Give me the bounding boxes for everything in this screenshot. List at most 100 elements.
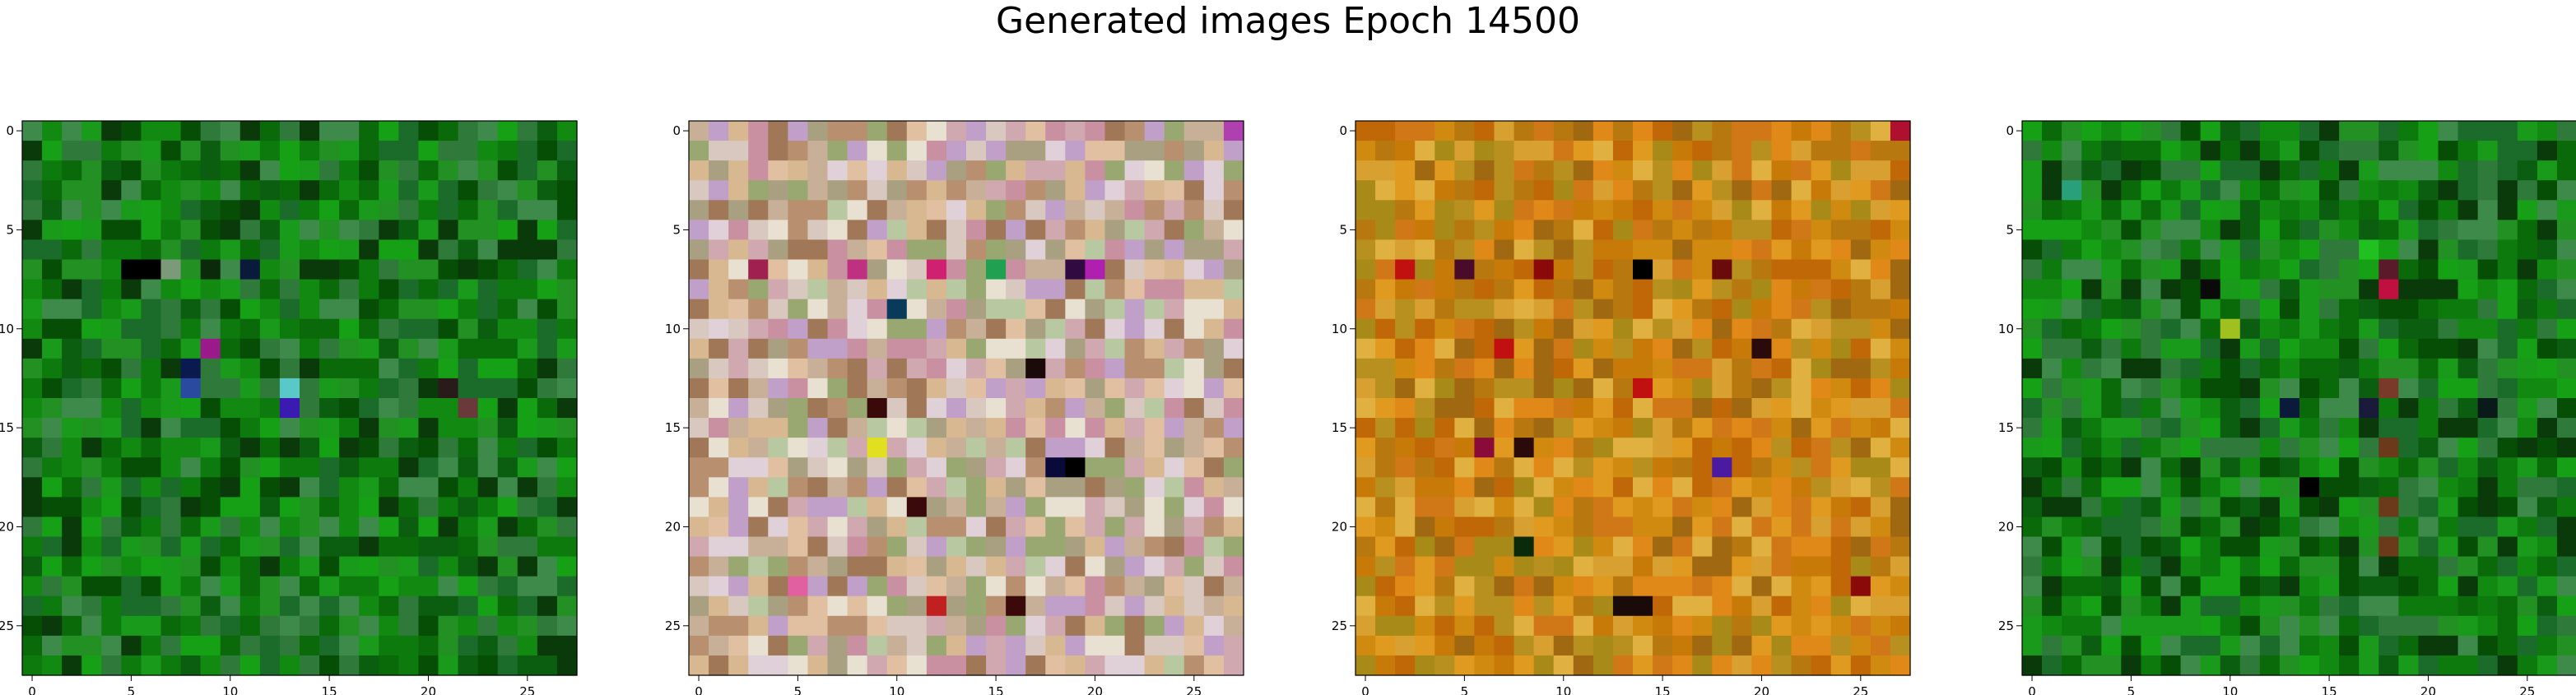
pixel-cell (709, 635, 729, 656)
pixel-cell (1653, 121, 1673, 141)
pixel-cell (926, 279, 947, 300)
pixel-cell (2497, 180, 2518, 201)
pixel-cell (2359, 279, 2379, 300)
pixel-cell (986, 121, 1007, 141)
pixel-cell (2457, 239, 2479, 261)
pixel-cell (42, 318, 63, 340)
pixel-cell (1633, 595, 1653, 617)
pixel-cell (2081, 536, 2102, 558)
pixel-cell (1065, 239, 1086, 261)
pixel-cell (42, 378, 63, 399)
pixel-cell (180, 595, 202, 617)
pixel-cell (966, 299, 987, 320)
pixel-cell (2239, 200, 2261, 220)
pixel-cell (1692, 556, 1713, 577)
pixel-cell (1890, 160, 1911, 181)
pixel-cell (22, 655, 43, 676)
pixel-cell (2497, 398, 2518, 419)
pixel-cell (986, 457, 1007, 478)
pixel-cell (2259, 180, 2281, 201)
pixel-cell (2418, 121, 2439, 141)
pixel-cell (259, 338, 281, 359)
pixel-cell (200, 615, 221, 637)
pixel-cell (748, 338, 769, 359)
pixel-cell (2299, 200, 2320, 220)
pixel-cell (1415, 358, 1435, 379)
pixel-cell (2556, 378, 2576, 399)
pixel-cell (1203, 160, 1225, 181)
pixel-cell (319, 220, 340, 241)
pixel-cell (1454, 200, 1476, 220)
pixel-cell (1791, 556, 1812, 577)
pixel-cell (2359, 457, 2379, 478)
pixel-cell (1395, 121, 1416, 141)
pixel-cell (239, 536, 261, 558)
pixel-cell (121, 576, 142, 597)
pixel-cell (1751, 121, 1773, 141)
pixel-cell (867, 239, 888, 261)
pixel-cell (418, 418, 439, 438)
pixel-cell (2319, 517, 2340, 538)
image-frame (688, 120, 1244, 676)
pixel-cell (180, 536, 202, 558)
pixel-cell (1144, 615, 1165, 637)
pixel-cell (1434, 338, 1455, 359)
pixel-cell (1164, 239, 1185, 261)
pixel-cell (1633, 615, 1653, 637)
pixel-cell (1025, 398, 1046, 419)
pixel-cell (768, 358, 788, 379)
pixel-cell (1203, 180, 1225, 201)
pixel-cell (517, 457, 538, 478)
pixel-cell (1006, 615, 1026, 637)
pixel-cell (2477, 259, 2499, 280)
pixel-cell (1811, 595, 1832, 617)
pixel-cell (1006, 338, 1026, 359)
pixel-cell (2101, 121, 2122, 141)
pixel-cell (1104, 299, 1126, 320)
pixel-cell (2160, 556, 2182, 577)
pixel-cell (1454, 517, 1476, 538)
pixel-cell (1850, 398, 1872, 419)
pixel-cell (847, 615, 868, 637)
pixel-cell (2160, 279, 2182, 300)
pixel-cell (1890, 576, 1911, 597)
pixel-cell (556, 338, 578, 359)
pixel-cell (1633, 635, 1653, 656)
pixel-cell (2556, 635, 2576, 656)
pixel-cell (926, 378, 947, 399)
pixel-cell (141, 615, 162, 637)
pixel-cell (2180, 338, 2202, 359)
pixel-cell (1203, 220, 1225, 241)
pixel-cell (1870, 576, 1891, 597)
pixel-cell (728, 220, 749, 241)
pixel-cell (1751, 615, 1773, 637)
pixel-cell (788, 200, 809, 220)
pixel-cell (2398, 635, 2420, 656)
pixel-cell (1025, 595, 1046, 617)
pixel-cell (2160, 299, 2182, 320)
pixel-cell (1633, 517, 1653, 538)
pixel-cell (2121, 239, 2142, 261)
pixel-cell (1791, 615, 1812, 637)
pixel-cell (807, 180, 829, 201)
pixel-cell (728, 358, 749, 379)
pixel-cell (1025, 259, 1046, 280)
pixel-cell (847, 398, 868, 419)
pixel-cell (1850, 655, 1872, 676)
pixel-cell (160, 299, 182, 320)
pixel-cell (2556, 220, 2576, 241)
pixel-cell (81, 576, 102, 597)
pixel-cell (1355, 338, 1376, 359)
pixel-cell (2101, 239, 2122, 261)
pixel-cell (319, 556, 340, 577)
pixel-cell (1672, 279, 1693, 300)
pixel-cell (2477, 141, 2499, 161)
pixel-cell (180, 279, 202, 300)
pixel-cell (1065, 576, 1086, 597)
pixel-cell (886, 615, 908, 637)
pixel-cell (1830, 299, 1852, 320)
pixel-cell (121, 338, 142, 359)
pixel-cell (2062, 358, 2082, 379)
pixel-cell (458, 398, 479, 419)
